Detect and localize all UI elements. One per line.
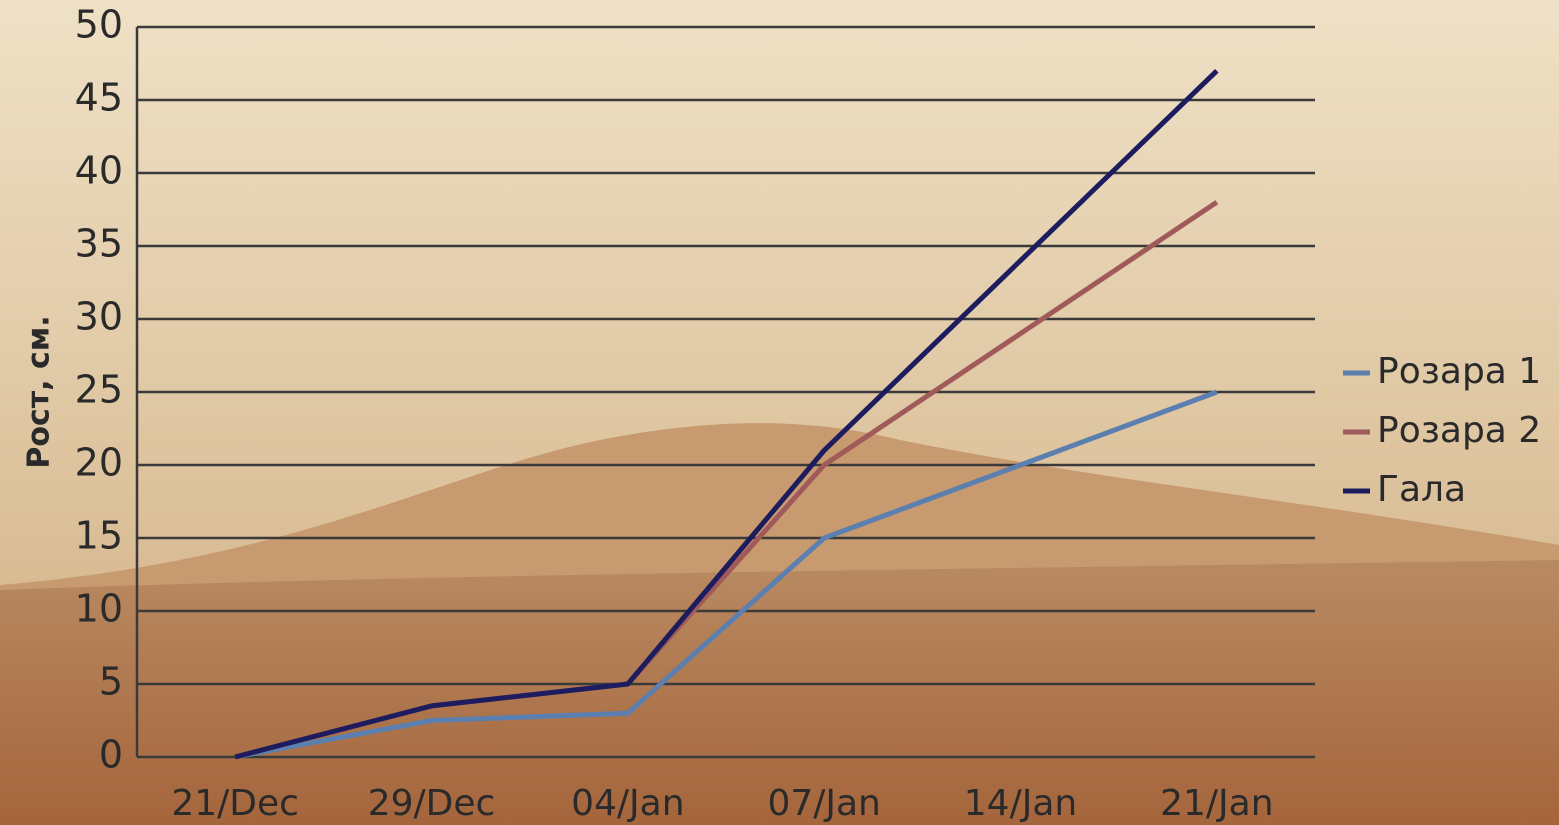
y-tick-label: 40 [75,149,123,193]
y-axis-label: Рост, см. [22,315,57,468]
x-tick-label: 14/Jan [964,783,1077,824]
y-tick-label: 20 [75,441,123,485]
y-tick-label: 0 [99,733,123,777]
x-tick-label: 21/Jan [1160,783,1273,824]
x-tick-label: 29/Dec [368,783,496,824]
series-line [234,69,1219,760]
legend-label: Розара 2 [1377,410,1541,451]
x-tick-label: 07/Jan [767,783,880,824]
y-tick-label: 15 [75,514,123,558]
legend-label: Розара 1 [1377,351,1541,392]
y-tick-label: 35 [75,222,123,266]
y-tick-label: 45 [75,76,123,120]
y-tick-label: 50 [75,3,123,47]
x-tick-label: 21/Dec [171,783,299,824]
series-line [234,389,1218,760]
x-tick-label: 04/Jan [571,783,684,824]
y-tick-label: 25 [75,368,123,412]
ground [0,560,1559,825]
y-tick-label: 5 [99,660,123,704]
y-tick-label: 10 [75,587,123,631]
legend-label: Гала [1377,469,1466,510]
y-tick-label: 30 [75,295,123,339]
